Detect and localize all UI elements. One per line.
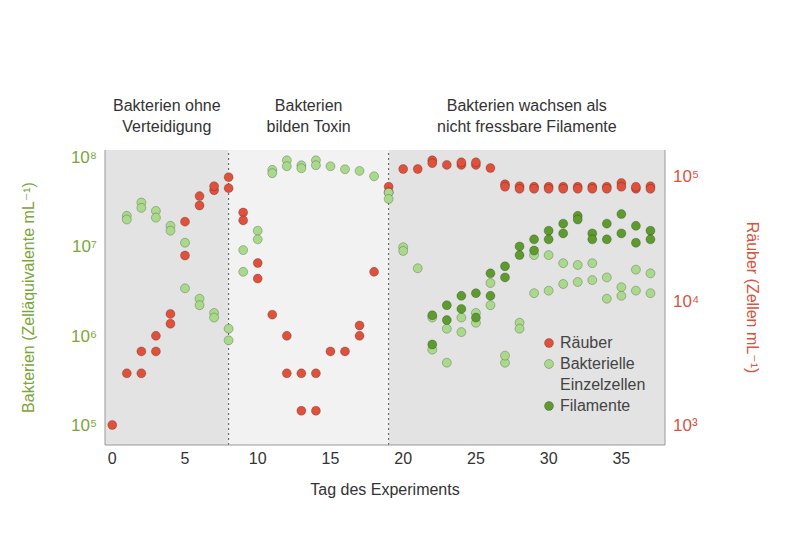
svg-text:20: 20 <box>394 450 412 467</box>
svg-text:35: 35 <box>612 450 630 467</box>
html-text:Räuber: Räuber <box>560 334 613 351</box>
html-text:Filamente: Filamente <box>560 397 631 414</box>
svg-text:Bakterienbilden Toxin: Bakterienbilden Toxin <box>267 97 351 135</box>
svg-text:5: 5 <box>181 450 190 467</box>
svg-text:10: 10 <box>249 450 267 467</box>
svg-text:0: 0 <box>108 450 117 467</box>
svg-text:Bakterien ohneVerteidigung: Bakterien ohneVerteidigung <box>113 97 221 135</box>
svg-text:10⁷: 10⁷ <box>72 237 97 256</box>
svg-text:Räuber (Zellen mL⁻¹): Räuber (Zellen mL⁻¹) <box>744 222 761 374</box>
svg-text:10⁶: 10⁶ <box>71 327 97 346</box>
svg-text:10⁵: 10⁵ <box>71 416 97 435</box>
svg-text:30: 30 <box>540 450 558 467</box>
svg-text:Bakterien (Zelläquivalente mL⁻: Bakterien (Zelläquivalente mL⁻¹) <box>20 182 37 413</box>
svg-text:15: 15 <box>322 450 340 467</box>
svg-text:10⁵: 10⁵ <box>673 167 699 186</box>
svg-text:10³: 10³ <box>673 416 698 435</box>
svg-text:Tag des Experiments: Tag des Experiments <box>310 481 459 498</box>
svg-text:10⁸: 10⁸ <box>71 148 97 167</box>
html-text:Bakterielle Einzelzellen: Bakterielle Einzelzellen <box>560 355 646 393</box>
svg-text:25: 25 <box>467 450 485 467</box>
svg-text:Bakterien wachsen alsnicht fre: Bakterien wachsen alsnicht fressbare Fil… <box>437 97 617 135</box>
svg-text:10⁴: 10⁴ <box>673 292 699 311</box>
